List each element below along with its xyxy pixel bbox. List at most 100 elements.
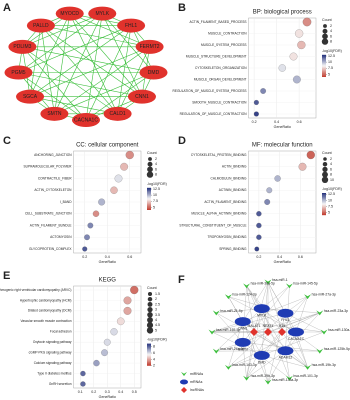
legend-label: mRNAs xyxy=(190,380,203,384)
chart-title: MF: molecular function xyxy=(252,143,313,149)
edge xyxy=(267,312,320,333)
panel-letter: C xyxy=(3,135,11,147)
x-axis-label: GeneRatio xyxy=(99,395,116,399)
lncrna-label: NEAT1 xyxy=(263,324,274,328)
colorbar-cell xyxy=(322,210,326,212)
lncrna-node xyxy=(250,328,258,336)
edge xyxy=(18,25,132,73)
mrna-label: DMD xyxy=(258,360,266,364)
colorbar-cell xyxy=(322,199,326,201)
y-tick-label: Type II diabetes mellitus xyxy=(37,371,72,375)
dot xyxy=(278,64,286,72)
colorbar-cell xyxy=(322,201,326,204)
mrna-node xyxy=(234,317,251,327)
mirna-label: hsa-miR-124-3p xyxy=(232,293,256,297)
y-tick-label: SPRING_BINDING xyxy=(219,247,247,251)
edge xyxy=(261,285,290,309)
edge xyxy=(228,296,297,333)
colorbar-cell xyxy=(322,64,326,66)
y-tick-label: I_BAND xyxy=(60,200,72,204)
edge xyxy=(246,350,286,379)
edge xyxy=(40,25,143,97)
colorbar-cell xyxy=(147,205,151,207)
dot xyxy=(82,246,88,252)
dot xyxy=(80,381,86,387)
legend-size xyxy=(321,176,329,183)
legend-size xyxy=(147,312,153,318)
legend-size xyxy=(147,317,153,323)
colorbar-cell xyxy=(322,195,326,197)
colorbar-cell xyxy=(322,58,326,60)
legend-mirna xyxy=(181,371,187,377)
y-tick-label: MUSCLE_CONTRACTION xyxy=(208,31,247,35)
colorbar-cell xyxy=(322,194,326,196)
dot xyxy=(92,210,100,217)
edge xyxy=(246,285,286,351)
edge xyxy=(261,355,308,368)
mirna-node xyxy=(264,379,272,385)
gene-node xyxy=(16,89,45,104)
panel-letter: B xyxy=(178,2,186,14)
edge xyxy=(54,13,103,114)
gene-node xyxy=(135,39,164,54)
legend-label: 10 xyxy=(330,178,334,182)
colorbar-cell xyxy=(147,351,151,353)
legend-size xyxy=(147,306,153,313)
edge xyxy=(29,25,132,97)
colorbar-label: 6 xyxy=(153,351,155,355)
edge xyxy=(242,342,247,379)
edge xyxy=(40,25,118,115)
y-tick-label: Hypertrophic cardiomyopathy (HCM) xyxy=(20,298,72,302)
y-tick-label: cGMP-PKG signaling pathway xyxy=(29,351,72,355)
mrna-label: FHL1 xyxy=(281,318,289,322)
legend-size xyxy=(322,166,328,173)
legend-size xyxy=(322,161,328,167)
colorbar-label: 7.5 xyxy=(153,199,158,203)
edge xyxy=(246,308,262,379)
legend-title: Count xyxy=(147,151,157,155)
edge xyxy=(281,331,308,368)
legend-label: 4.5 xyxy=(155,323,160,327)
y-tick-label: GnRH secretion xyxy=(49,382,72,386)
edge xyxy=(242,285,247,343)
y-tick-label: CYTOSKELETAL_PROTEIN_BINDING xyxy=(191,153,247,157)
edge xyxy=(102,13,154,73)
edge xyxy=(54,13,71,114)
dot xyxy=(266,187,273,194)
dot xyxy=(306,150,315,160)
legend-label: lncRNAs xyxy=(190,388,204,392)
gene-label: FERMT2 xyxy=(140,44,160,50)
colorbar-label: 10 xyxy=(153,193,157,197)
lncrna-label: H19 xyxy=(279,324,285,328)
colorbar-cell xyxy=(147,359,151,361)
colorbar-cell xyxy=(322,62,326,64)
legend-label: 1.5 xyxy=(155,292,160,296)
colorbar-cell xyxy=(147,192,151,194)
mirna-label: hsa-miR-23a-3p xyxy=(324,309,348,313)
colorbar-cell xyxy=(147,199,151,202)
colorbar-cell xyxy=(322,57,326,59)
edge xyxy=(29,46,150,97)
mrna-label: MYLK xyxy=(257,313,267,317)
colorbar-cell xyxy=(322,75,326,77)
legend-size xyxy=(323,24,327,28)
y-tick-label: MUSCLE_SYSTEM_PROCESS xyxy=(201,43,247,47)
colorbar-cell xyxy=(147,190,151,192)
colorbar-cell xyxy=(322,207,326,209)
y-tick-label: SUPRAMOLECULAR_POLYMER xyxy=(24,165,73,169)
x-tick-label: 0.4 xyxy=(105,255,110,259)
edge xyxy=(267,281,286,314)
dot xyxy=(253,99,259,105)
colorbar-cell xyxy=(147,363,151,365)
colorbar-cell xyxy=(322,69,326,71)
colorbar-cell xyxy=(147,206,151,208)
colorbar-cell xyxy=(147,354,151,356)
edge xyxy=(285,350,290,379)
edge xyxy=(29,25,42,97)
mirna-node xyxy=(224,364,232,370)
mrna-label: SMTN xyxy=(238,347,248,351)
edge xyxy=(253,312,320,333)
colorbar-cell xyxy=(147,188,151,191)
legend-size xyxy=(147,161,153,167)
edge xyxy=(29,13,70,97)
